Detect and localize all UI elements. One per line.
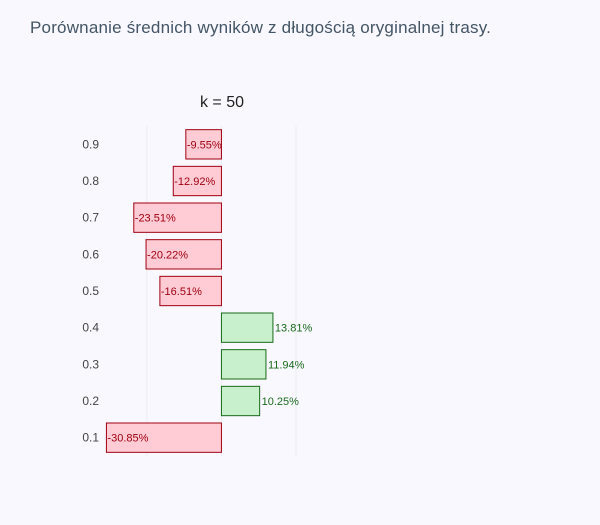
subplot-title: k = 50 <box>200 94 244 111</box>
y-tick-0.7: 0.7 <box>82 211 99 225</box>
data-label-0.7: -23.51% <box>135 213 176 225</box>
y-tick-0.8: 0.8 <box>82 174 99 188</box>
y-tick-0.4: 0.4 <box>82 321 99 335</box>
y-tick-0.9: 0.9 <box>82 137 99 151</box>
bar-0.4 <box>220 312 274 343</box>
data-label-0.1: -30.85% <box>107 433 148 445</box>
data-label-0.8: -12.92% <box>174 176 215 188</box>
data-label-0.2: 10.25% <box>262 396 300 408</box>
y-tick-0.5: 0.5 <box>82 284 99 298</box>
bar-0.9 <box>185 129 222 160</box>
y-tick-0.3: 0.3 <box>82 357 99 371</box>
bar-0.8 <box>172 165 222 197</box>
bar-0.2 <box>220 385 261 417</box>
bar-0.7 <box>133 202 222 233</box>
bar-0.6 <box>145 239 222 270</box>
labels-layer: -30.85% 10.25% 11.94% 13.81% -16.51% -20.22% -… <box>107 139 312 444</box>
data-label-0.3: 11.94% <box>268 359 305 371</box>
data-label-0.5: -16.51% <box>161 286 202 298</box>
y-tick-0.2: 0.2 <box>82 394 99 408</box>
ticks-layer: 0.1 0.2 0.3 0.4 0.5 0.6 0.7 0.8 0.9 <box>82 137 99 444</box>
bar-0.3 <box>220 349 267 380</box>
figure-title: Porównanie średnich wyników z długością … <box>30 18 492 37</box>
y-tick-0.6: 0.6 <box>82 247 99 261</box>
data-label-0.9: -9.55% <box>187 139 222 151</box>
bar-0.1 <box>105 422 222 453</box>
bars-layer <box>105 129 274 453</box>
data-label-0.4: 13.81% <box>275 323 313 335</box>
y-tick-0.1: 0.1 <box>82 431 99 445</box>
data-label-0.6: -20.22% <box>147 249 188 261</box>
bar-0.5 <box>159 275 222 307</box>
